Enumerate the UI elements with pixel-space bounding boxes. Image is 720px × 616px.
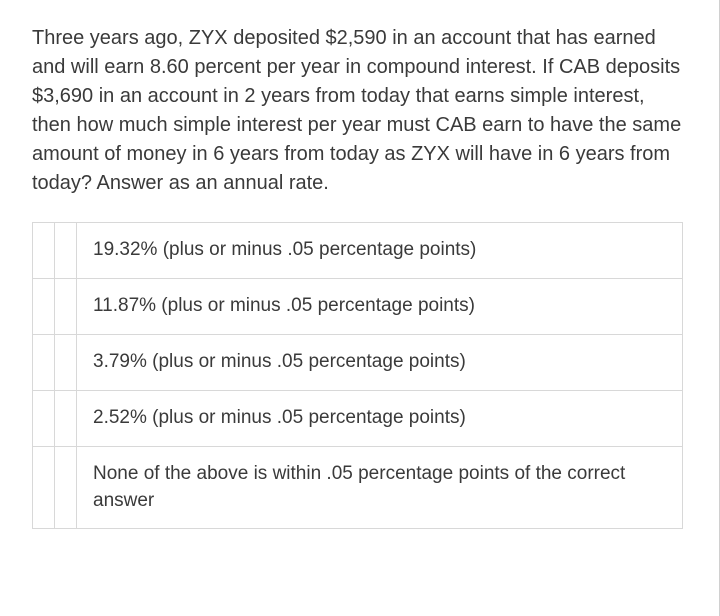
option-label: 3.79% (plus or minus .05 percentage poin… [77,335,683,391]
option-row[interactable]: 19.32% (plus or minus .05 percentage poi… [33,223,683,279]
option-row[interactable]: 11.87% (plus or minus .05 percentage poi… [33,279,683,335]
quiz-container: Three years ago, ZYX deposited $2,590 in… [0,0,720,616]
option-row[interactable]: 2.52% (plus or minus .05 percentage poin… [33,391,683,447]
option-selector-col2[interactable] [55,447,77,529]
question-text: Three years ago, ZYX deposited $2,590 in… [32,24,683,198]
options-table: 19.32% (plus or minus .05 percentage poi… [32,222,683,529]
option-label: 19.32% (plus or minus .05 percentage poi… [77,223,683,279]
option-selector-col2[interactable] [55,279,77,335]
option-row[interactable]: 3.79% (plus or minus .05 percentage poin… [33,335,683,391]
option-row[interactable]: None of the above is within .05 percenta… [33,447,683,529]
option-selector-col1[interactable] [33,335,55,391]
option-label: 2.52% (plus or minus .05 percentage poin… [77,391,683,447]
option-label: None of the above is within .05 percenta… [77,447,683,529]
option-selector-col1[interactable] [33,447,55,529]
option-selector-col2[interactable] [55,223,77,279]
option-selector-col1[interactable] [33,391,55,447]
option-selector-col2[interactable] [55,391,77,447]
option-selector-col1[interactable] [33,223,55,279]
option-selector-col2[interactable] [55,335,77,391]
option-selector-col1[interactable] [33,279,55,335]
option-label: 11.87% (plus or minus .05 percentage poi… [77,279,683,335]
